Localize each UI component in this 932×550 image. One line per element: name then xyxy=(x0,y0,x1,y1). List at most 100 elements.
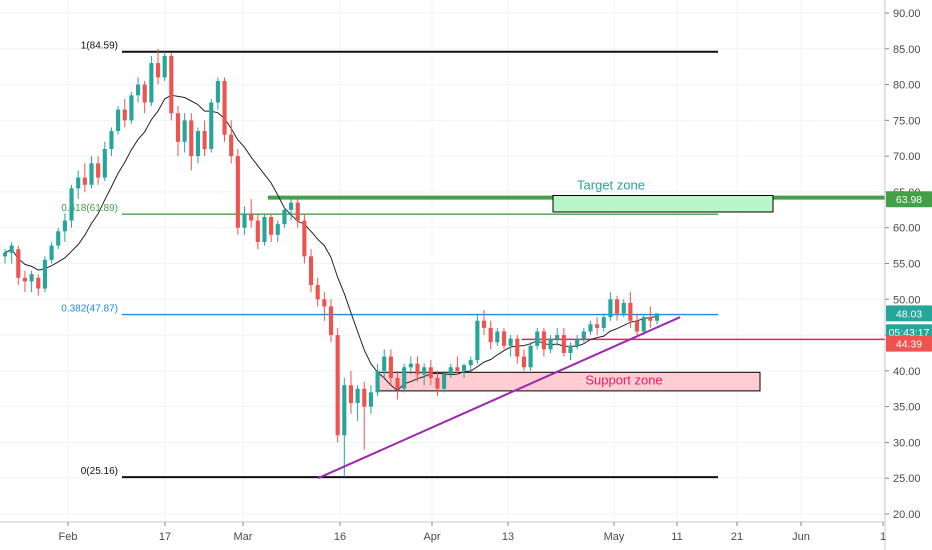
candle-body xyxy=(162,55,167,78)
candle-body xyxy=(595,324,600,328)
candle-body xyxy=(588,324,593,332)
candle-body xyxy=(375,370,380,393)
price-tag-label: 44.39 xyxy=(896,339,922,351)
price-tick-label: 80.00 xyxy=(893,80,921,92)
candle-body xyxy=(242,213,247,228)
candle-body xyxy=(275,224,280,235)
candle-body xyxy=(435,378,440,389)
candle-body xyxy=(116,109,121,132)
time-tick-label: Feb xyxy=(59,531,78,543)
price-tick-label: 60.00 xyxy=(893,223,921,235)
candle-body xyxy=(169,55,174,114)
support-zone xyxy=(377,371,761,392)
time-tick-label: Jun xyxy=(792,531,810,543)
candle-body xyxy=(235,156,240,228)
candle-body xyxy=(448,367,453,375)
candle-body xyxy=(328,306,334,336)
support-zone-label: Support zone xyxy=(585,372,662,387)
fib-level-label: 1(84.59) xyxy=(81,41,118,52)
candle-body xyxy=(109,131,114,149)
candle-body xyxy=(501,331,507,346)
candle-body xyxy=(608,299,613,318)
candle-body xyxy=(255,220,260,243)
candle-body xyxy=(269,216,274,235)
candle-body xyxy=(475,320,480,361)
candle-body xyxy=(249,213,254,221)
candle-body xyxy=(634,320,640,332)
fib-level-label: 0.382(47.87) xyxy=(61,304,118,315)
price-tag-label: 48.03 xyxy=(896,308,922,320)
fib-level-label: 0(25.16) xyxy=(81,466,118,477)
candle-body xyxy=(568,345,573,353)
candle-body xyxy=(402,367,407,389)
time-tick-label: 1 xyxy=(880,531,886,543)
time-tick-label: May xyxy=(604,531,625,543)
candle-body xyxy=(229,134,234,157)
candle-body xyxy=(515,338,520,357)
time-tick-label: 21 xyxy=(731,531,743,543)
candle-body xyxy=(295,202,300,221)
candle-body xyxy=(342,385,347,436)
candle-body xyxy=(9,245,14,253)
candle-body xyxy=(2,252,8,257)
candle-body xyxy=(575,338,580,346)
candle-body xyxy=(96,163,101,178)
candle-body xyxy=(555,335,560,339)
candle-body xyxy=(468,360,473,366)
candle-body xyxy=(308,256,314,285)
candle-body xyxy=(561,335,566,353)
candle-body xyxy=(142,84,147,103)
candle-body xyxy=(654,313,660,321)
candle-body xyxy=(89,163,94,185)
candle-body xyxy=(195,131,201,157)
candle-body xyxy=(122,109,127,121)
candle-body xyxy=(42,259,47,289)
candle-body xyxy=(355,388,360,404)
candle-body xyxy=(388,356,393,379)
candle-body xyxy=(548,338,553,350)
candle-body xyxy=(382,356,387,371)
candle-body xyxy=(648,317,653,321)
candle-body xyxy=(36,277,41,289)
candle-body xyxy=(335,335,340,436)
candle-body xyxy=(348,385,354,404)
candle-body xyxy=(82,177,87,185)
candle-body xyxy=(528,345,533,368)
candle-body xyxy=(495,331,500,343)
price-tick-label: 55.00 xyxy=(893,259,921,271)
candle-body xyxy=(302,220,307,257)
candle-body xyxy=(601,317,606,328)
candle-body xyxy=(615,299,620,314)
candle-body xyxy=(621,302,626,314)
candle-body xyxy=(442,374,447,389)
price-tick-label: 50.00 xyxy=(893,294,921,306)
price-tag xyxy=(886,305,932,322)
candle-body xyxy=(49,245,54,260)
candle-body xyxy=(155,63,161,78)
candle-body xyxy=(461,365,467,371)
candle-body xyxy=(56,231,61,246)
time-tick-label: Mar xyxy=(234,531,253,543)
candle-body xyxy=(368,392,373,407)
price-tick-label: 25.00 xyxy=(893,473,921,485)
candle-body xyxy=(455,367,460,371)
candle-body xyxy=(222,80,227,135)
time-tick-label: 16 xyxy=(334,531,346,543)
candle-body xyxy=(628,302,633,321)
candle-body xyxy=(395,378,400,389)
candle-body xyxy=(16,249,21,278)
price-tag-label: 63.98 xyxy=(896,194,922,206)
candle-body xyxy=(129,95,134,121)
price-tag xyxy=(886,191,932,208)
candle-body xyxy=(535,331,540,346)
candle-body xyxy=(22,277,28,282)
target-zone xyxy=(552,195,774,213)
candle-body xyxy=(215,80,220,103)
candle-body xyxy=(415,363,420,375)
time-tick-label: 13 xyxy=(502,531,514,543)
candle-body xyxy=(69,188,74,221)
candle-body xyxy=(521,356,527,368)
price-tag xyxy=(886,335,932,352)
